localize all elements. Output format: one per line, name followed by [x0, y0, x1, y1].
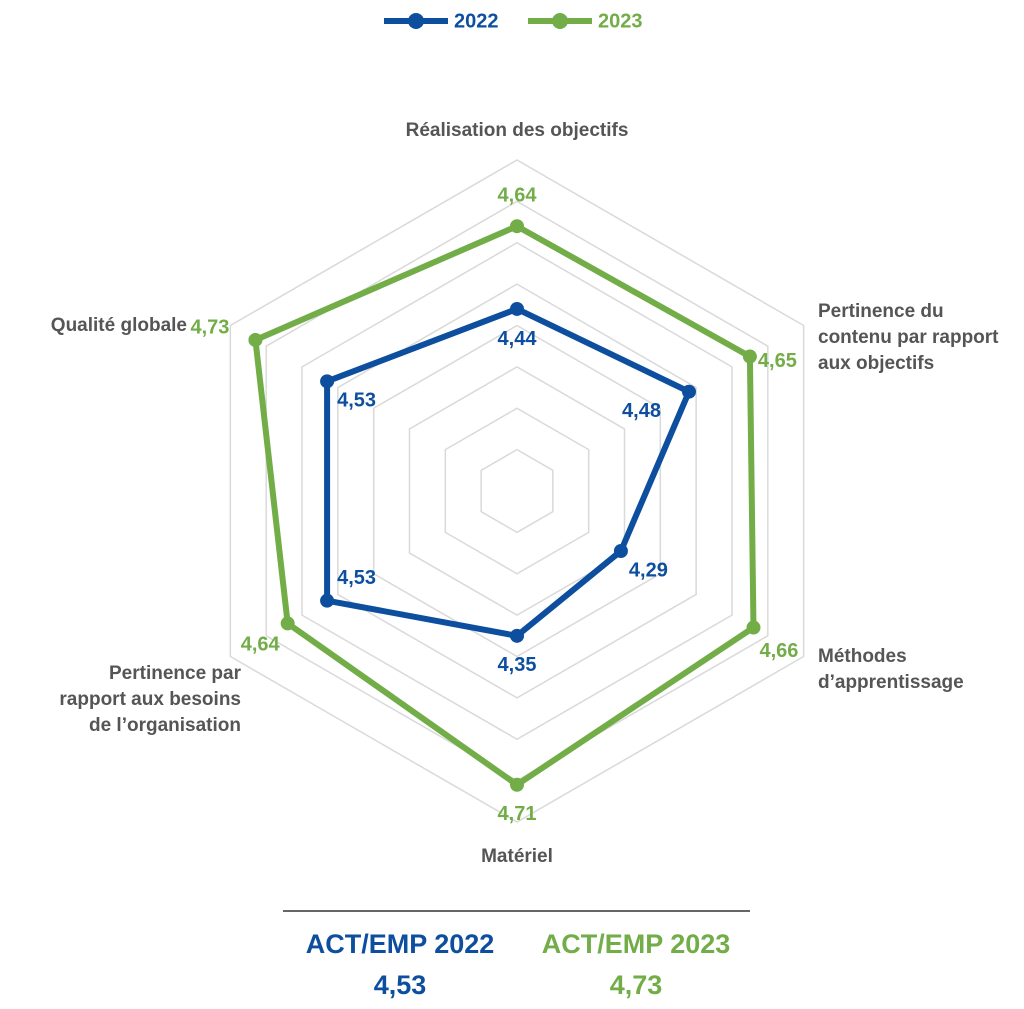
data-point: [510, 777, 524, 792]
axis-label: Qualité globale: [51, 315, 187, 336]
legend-marker: [408, 13, 424, 29]
data-point: [742, 349, 757, 364]
data-label: 4,29: [629, 559, 668, 581]
grid-ring: [372, 324, 662, 658]
axis-label: Matériel: [481, 846, 553, 867]
grid-ring: [408, 366, 626, 616]
data-label: 4,48: [622, 400, 661, 422]
axis-label: Pertinence par rapport aux besoins de l’or…: [59, 663, 241, 736]
data-label: 4,65: [758, 350, 797, 372]
grid-ring: [480, 448, 554, 534]
legend-label: 2022: [454, 10, 499, 32]
data-point: [510, 219, 524, 234]
summary-title: ACT/EMP 2023: [542, 929, 731, 959]
legend-label: 2023: [598, 10, 643, 32]
grid-ring: [265, 200, 769, 782]
data-label: 4,66: [759, 640, 798, 662]
legend-marker: [552, 13, 568, 29]
data-label: 4,35: [498, 654, 537, 676]
data-label: 4,53: [337, 567, 376, 589]
data-label: 4,71: [498, 803, 537, 825]
data-point: [248, 332, 263, 347]
data-label: 4,64: [241, 634, 281, 656]
data-label: 4,53: [337, 390, 376, 412]
axis-label: Pertinence du contenu par rapport aux obje…: [818, 301, 999, 374]
axis-label: Méthodes d’apprentissage: [818, 646, 964, 693]
grid-ring: [301, 241, 733, 741]
axis-label: Réalisation des objectifs: [406, 120, 629, 141]
summary-title: ACT/EMP 2022: [306, 929, 495, 959]
data-point: [280, 616, 295, 631]
data-point: [681, 384, 696, 399]
grid-ring: [229, 159, 805, 823]
series-line: [252, 223, 757, 788]
data-point: [320, 374, 335, 389]
data-point: [320, 593, 335, 608]
data-label: 4,64: [498, 184, 538, 206]
summary-value: 4,53: [374, 970, 427, 1000]
data-label: 4,44: [498, 328, 538, 350]
data-label: 4,73: [190, 316, 229, 338]
series-line: [324, 305, 692, 639]
grid-ring: [444, 407, 590, 575]
data-point: [510, 628, 524, 643]
grid-ring: [337, 283, 697, 699]
data-point: [613, 543, 628, 558]
summary-value: 4,73: [610, 970, 663, 1000]
data-point: [510, 301, 524, 316]
data-point: [746, 620, 761, 635]
